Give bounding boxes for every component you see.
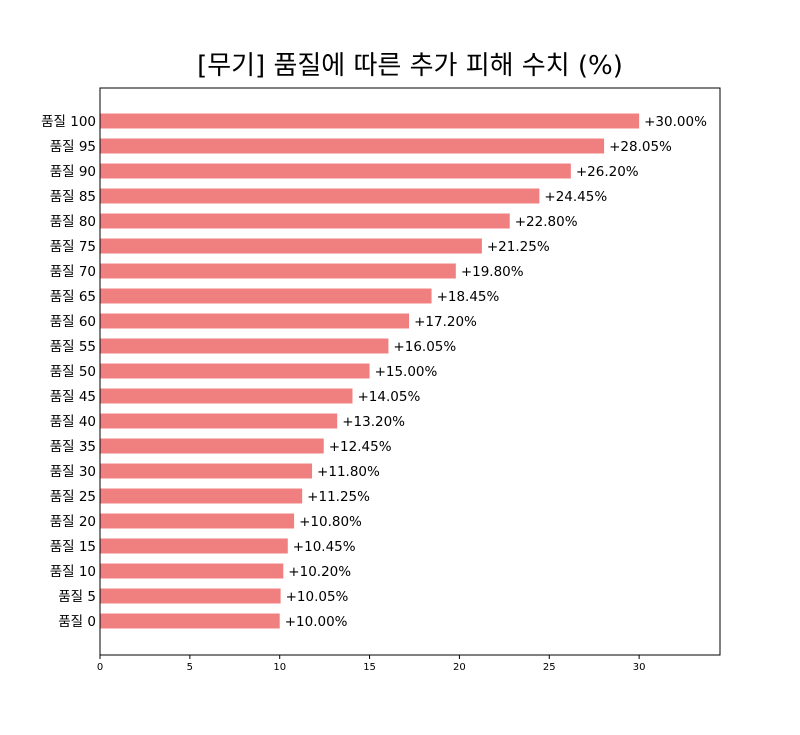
category-tick-label: 품질 55 [50, 339, 96, 355]
category-tick-label: 품질 35 [50, 439, 96, 455]
bar [100, 488, 303, 504]
category-tick-label: 품질 15 [50, 539, 96, 555]
bar [100, 163, 571, 179]
plot-frame [99, 87, 721, 656]
bar [100, 588, 281, 604]
bar [100, 538, 288, 554]
value-label: +30.00% [644, 114, 707, 130]
value-label: +22.80% [515, 214, 578, 230]
x-tick-label: 15 [363, 662, 376, 673]
bar [100, 313, 410, 329]
value-label: +28.05% [609, 139, 672, 155]
bar [100, 388, 353, 404]
value-label: +11.25% [307, 489, 370, 505]
x-tick-label: 30 [633, 662, 646, 673]
chart-title: [무기] 품질에 따른 추가 피해 수치 (%) [197, 51, 623, 81]
bar [100, 513, 295, 529]
x-tick-label: 10 [273, 662, 286, 673]
bar [100, 238, 482, 254]
value-label: +18.45% [437, 289, 500, 305]
category-tick-label: 품질 85 [50, 189, 96, 205]
category-tick-label: 품질 75 [50, 239, 96, 255]
bar [100, 438, 324, 454]
x-axis: 0 5 10 15 20 25 30 [97, 655, 646, 673]
category-tick-label: 품질 50 [50, 364, 96, 380]
x-tick-label: 25 [543, 662, 556, 673]
bar [100, 413, 338, 429]
bar [100, 363, 370, 379]
category-tick-label: 품질 40 [50, 414, 96, 430]
x-tick-label: 20 [453, 662, 466, 673]
value-label: +11.80% [317, 464, 380, 480]
value-label: +24.45% [544, 189, 607, 205]
value-label: +14.05% [357, 389, 420, 405]
category-tick-label: 품질 70 [50, 264, 96, 280]
category-tick-label: 품질 80 [50, 214, 96, 230]
category-tick-label: 품질 60 [50, 314, 96, 330]
x-tick-label: 0 [97, 662, 103, 673]
bars-layer [100, 113, 640, 629]
value-label: +16.05% [393, 339, 456, 355]
value-label: +10.00% [285, 614, 348, 630]
category-tick-label: 품질 90 [50, 164, 96, 180]
value-label: +21.25% [487, 239, 550, 255]
bar [100, 338, 389, 354]
value-label: +13.20% [342, 414, 405, 430]
value-label: +19.80% [461, 264, 524, 280]
bar [100, 213, 510, 229]
category-tick-label: 품질 95 [50, 139, 96, 155]
category-tick-label: 품질 100 [41, 114, 96, 130]
value-label: +26.20% [576, 164, 639, 180]
category-tick-label: 품질 30 [50, 464, 96, 480]
category-tick-label: 품질 45 [50, 389, 96, 405]
bar [100, 113, 640, 129]
category-tick-label: 품질 25 [50, 489, 96, 505]
category-tick-label: 품질 65 [50, 289, 96, 305]
category-tick-label: 품질 20 [50, 514, 96, 530]
labels-layer: 품질 0 +10.00% 품질 5 +10.05% 품질 10 +10.20% 품질 15 +… [41, 114, 707, 630]
bar [100, 288, 432, 304]
category-tick-label: 품질 0 [58, 614, 96, 630]
bar [100, 263, 456, 279]
bar [100, 563, 284, 579]
bar [100, 188, 540, 204]
value-label: +17.20% [414, 314, 477, 330]
value-label: +10.45% [293, 539, 356, 555]
value-label: +12.45% [329, 439, 392, 455]
category-tick-label: 품질 5 [58, 589, 96, 605]
bar [100, 613, 280, 629]
bar [100, 463, 313, 479]
value-label: +15.00% [375, 364, 438, 380]
x-tick-label: 5 [187, 662, 193, 673]
bar [100, 138, 605, 154]
value-label: +10.20% [288, 564, 351, 580]
value-label: +10.05% [286, 589, 349, 605]
value-label: +10.80% [299, 514, 362, 530]
category-tick-label: 품질 10 [50, 564, 96, 580]
